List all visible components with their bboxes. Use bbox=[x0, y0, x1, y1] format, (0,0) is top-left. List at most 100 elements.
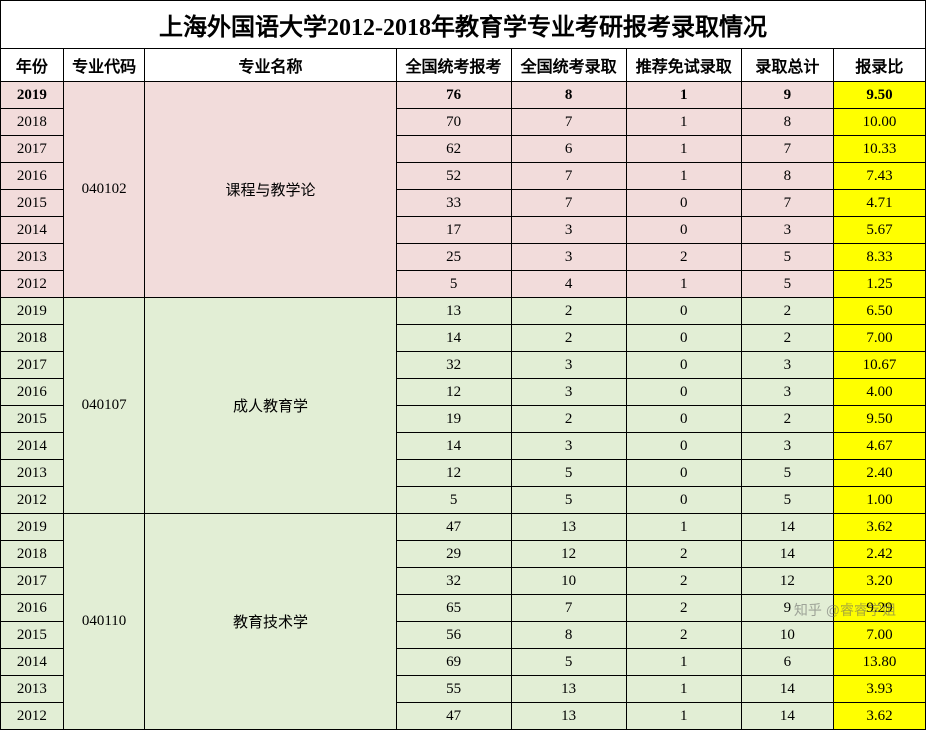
cell-apply: 12 bbox=[396, 460, 511, 487]
cell-admit: 2 bbox=[511, 298, 626, 325]
cell-rec: 1 bbox=[626, 271, 741, 298]
cell-apply: 12 bbox=[396, 379, 511, 406]
cell-ratio: 9.29 bbox=[833, 595, 925, 622]
cell-ratio: 9.50 bbox=[833, 406, 925, 433]
cell-ratio: 3.93 bbox=[833, 676, 925, 703]
cell-apply: 55 bbox=[396, 676, 511, 703]
cell-year: 2016 bbox=[1, 595, 64, 622]
cell-year: 2018 bbox=[1, 541, 64, 568]
cell-code: 040107 bbox=[63, 298, 145, 514]
cell-year: 2018 bbox=[1, 325, 64, 352]
col-header: 专业代码 bbox=[63, 49, 145, 82]
col-header: 录取总计 bbox=[741, 49, 833, 82]
cell-year: 2015 bbox=[1, 622, 64, 649]
cell-rec: 1 bbox=[626, 136, 741, 163]
cell-admit: 3 bbox=[511, 433, 626, 460]
cell-ratio: 3.62 bbox=[833, 514, 925, 541]
cell-apply: 14 bbox=[396, 325, 511, 352]
col-header: 全国统考报考 bbox=[396, 49, 511, 82]
cell-rec: 0 bbox=[626, 190, 741, 217]
cell-total: 2 bbox=[741, 298, 833, 325]
col-header: 年份 bbox=[1, 49, 64, 82]
cell-apply: 70 bbox=[396, 109, 511, 136]
col-header: 专业名称 bbox=[145, 49, 396, 82]
cell-ratio: 3.20 bbox=[833, 568, 925, 595]
cell-total: 9 bbox=[741, 82, 833, 109]
cell-ratio: 7.00 bbox=[833, 325, 925, 352]
cell-rec: 1 bbox=[626, 703, 741, 730]
cell-apply: 65 bbox=[396, 595, 511, 622]
cell-year: 2016 bbox=[1, 379, 64, 406]
cell-ratio: 4.71 bbox=[833, 190, 925, 217]
cell-admit: 5 bbox=[511, 460, 626, 487]
cell-rec: 0 bbox=[626, 325, 741, 352]
cell-year: 2019 bbox=[1, 514, 64, 541]
cell-rec: 1 bbox=[626, 109, 741, 136]
cell-year: 2013 bbox=[1, 244, 64, 271]
cell-year: 2013 bbox=[1, 460, 64, 487]
table-title: 上海外国语大学2012-2018年教育学专业考研报考录取情况 bbox=[1, 1, 926, 49]
cell-admit: 2 bbox=[511, 325, 626, 352]
cell-admit: 13 bbox=[511, 676, 626, 703]
cell-year: 2019 bbox=[1, 298, 64, 325]
cell-code: 040110 bbox=[63, 514, 145, 730]
cell-rec: 0 bbox=[626, 460, 741, 487]
cell-rec: 1 bbox=[626, 676, 741, 703]
cell-apply: 76 bbox=[396, 82, 511, 109]
cell-apply: 47 bbox=[396, 703, 511, 730]
cell-admit: 10 bbox=[511, 568, 626, 595]
cell-year: 2014 bbox=[1, 217, 64, 244]
cell-rec: 2 bbox=[626, 244, 741, 271]
cell-year: 2014 bbox=[1, 649, 64, 676]
cell-rec: 0 bbox=[626, 487, 741, 514]
cell-rec: 1 bbox=[626, 514, 741, 541]
cell-rec: 0 bbox=[626, 379, 741, 406]
cell-rec: 0 bbox=[626, 298, 741, 325]
cell-total: 8 bbox=[741, 109, 833, 136]
cell-apply: 69 bbox=[396, 649, 511, 676]
cell-ratio: 1.00 bbox=[833, 487, 925, 514]
cell-total: 5 bbox=[741, 460, 833, 487]
cell-year: 2012 bbox=[1, 487, 64, 514]
col-header: 推荐免试录取 bbox=[626, 49, 741, 82]
cell-year: 2015 bbox=[1, 406, 64, 433]
cell-ratio: 7.43 bbox=[833, 163, 925, 190]
cell-apply: 13 bbox=[396, 298, 511, 325]
cell-apply: 14 bbox=[396, 433, 511, 460]
cell-total: 6 bbox=[741, 649, 833, 676]
cell-rec: 0 bbox=[626, 217, 741, 244]
cell-admit: 8 bbox=[511, 82, 626, 109]
cell-total: 3 bbox=[741, 433, 833, 460]
cell-year: 2016 bbox=[1, 163, 64, 190]
cell-rec: 0 bbox=[626, 406, 741, 433]
cell-year: 2019 bbox=[1, 82, 64, 109]
cell-apply: 29 bbox=[396, 541, 511, 568]
cell-total: 5 bbox=[741, 244, 833, 271]
cell-ratio: 8.33 bbox=[833, 244, 925, 271]
cell-rec: 1 bbox=[626, 649, 741, 676]
cell-total: 5 bbox=[741, 271, 833, 298]
col-header: 报录比 bbox=[833, 49, 925, 82]
cell-year: 2013 bbox=[1, 676, 64, 703]
cell-ratio: 10.67 bbox=[833, 352, 925, 379]
cell-year: 2012 bbox=[1, 703, 64, 730]
cell-apply: 25 bbox=[396, 244, 511, 271]
cell-admit: 8 bbox=[511, 622, 626, 649]
cell-ratio: 1.25 bbox=[833, 271, 925, 298]
cell-admit: 3 bbox=[511, 217, 626, 244]
cell-total: 10 bbox=[741, 622, 833, 649]
cell-ratio: 4.00 bbox=[833, 379, 925, 406]
cell-year: 2017 bbox=[1, 568, 64, 595]
cell-total: 8 bbox=[741, 163, 833, 190]
cell-admit: 3 bbox=[511, 244, 626, 271]
cell-apply: 17 bbox=[396, 217, 511, 244]
cell-admit: 7 bbox=[511, 109, 626, 136]
cell-admit: 3 bbox=[511, 352, 626, 379]
cell-apply: 47 bbox=[396, 514, 511, 541]
cell-rec: 2 bbox=[626, 622, 741, 649]
cell-admit: 7 bbox=[511, 163, 626, 190]
cell-ratio: 13.80 bbox=[833, 649, 925, 676]
cell-apply: 56 bbox=[396, 622, 511, 649]
cell-year: 2015 bbox=[1, 190, 64, 217]
cell-total: 9 bbox=[741, 595, 833, 622]
